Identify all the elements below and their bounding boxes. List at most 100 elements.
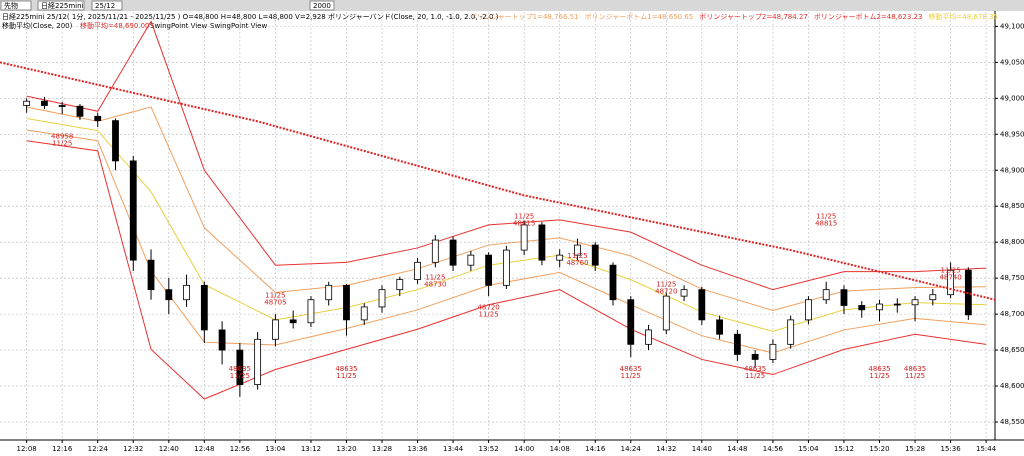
swing-date: 11/25: [745, 372, 765, 380]
market-label: 先物: [4, 1, 18, 10]
y-tick-label: 48,550: [1000, 418, 1024, 426]
y-tick-label: 48,750: [1000, 274, 1024, 282]
y-tick-label: 48,700: [1000, 310, 1024, 318]
swing-price: 48635: [620, 365, 642, 373]
candle-body: [360, 306, 368, 321]
candle-body: [751, 353, 759, 360]
candle-body: [502, 249, 510, 286]
swing-date: 11/25: [52, 140, 72, 148]
candle-body: [858, 305, 866, 311]
ma-value: 移動平均=48,690.00: [80, 21, 150, 30]
swing-price: 48740: [939, 273, 961, 281]
y-tick-label: 48,950: [1000, 130, 1024, 138]
candle-body: [876, 303, 883, 311]
candle-body: [41, 100, 48, 106]
candle-body: [236, 349, 244, 386]
x-tick-label: 12:40: [159, 445, 179, 453]
candle-body: [520, 224, 528, 251]
swing-date: 11/25: [656, 281, 676, 289]
candle-body: [147, 259, 155, 291]
swing-price: 48705: [264, 299, 286, 307]
y-tick-label: 49,100: [1000, 22, 1024, 30]
swing-price: 48815: [815, 219, 837, 227]
symbol-label: 日経225mini: [41, 1, 84, 10]
x-tick-label: 14:48: [727, 445, 747, 453]
candle-body: [289, 319, 297, 324]
x-tick-label: 14:24: [621, 445, 642, 453]
candle-body: [23, 100, 31, 106]
candle-body: [94, 115, 102, 122]
swing-date: 11/25: [869, 372, 889, 380]
x-tick-label: 14:16: [585, 445, 606, 453]
candle-body: [129, 160, 137, 261]
candle-body: [698, 289, 706, 321]
legend-entry: 移動平均=48,678.35: [928, 12, 998, 21]
bollinger-line: [26, 140, 987, 400]
swing-date: 11/25: [621, 372, 641, 380]
candle-body: [165, 289, 173, 301]
candle-body: [609, 264, 617, 301]
bollinger-line: [26, 106, 987, 312]
x-tick-label: 15:44: [976, 445, 997, 453]
x-tick-label: 13:44: [443, 445, 464, 453]
x-tick-label: 12:56: [230, 445, 251, 453]
swing-date: 11/25: [816, 212, 836, 220]
candle-body: [627, 299, 635, 345]
x-tick-label: 12:08: [17, 445, 37, 453]
candle-body: [662, 295, 670, 331]
swing-date: 11/25: [265, 292, 285, 300]
x-tick-label: 13:12: [301, 445, 321, 453]
market-select[interactable]: [0, 0, 32, 11]
swing-price: 48635: [868, 365, 890, 373]
x-tick-label: 13:04: [265, 445, 286, 453]
candle-body: [218, 329, 226, 351]
swing-price: 48815: [513, 219, 535, 227]
candle-body: [396, 279, 404, 291]
swing-date: 11/25: [940, 266, 960, 274]
candle-body: [787, 319, 795, 345]
x-tick-label: 13:52: [479, 445, 499, 453]
swing-date: 11/25: [336, 372, 356, 380]
candle-body: [733, 333, 741, 355]
legend-entry: ボリンジャーボトム1=48,650.65: [585, 13, 694, 21]
y-tick-label: 48,900: [1000, 166, 1024, 174]
candle-body: [378, 289, 386, 308]
candle-body: [680, 289, 688, 297]
x-tick-label: 13:36: [407, 445, 428, 453]
y-tick-label: 48,600: [1000, 382, 1024, 390]
candle-body: [431, 239, 439, 263]
y-tick-label: 48,850: [1000, 202, 1024, 210]
toolbar: [0, 0, 1024, 11]
x-tick-label: 12:32: [123, 445, 143, 453]
count-label: 2000: [313, 2, 331, 10]
candle-body: [947, 269, 954, 296]
swing-date: 11/25: [479, 311, 499, 319]
swing-date: 11/25: [905, 372, 925, 380]
x-tick-label: 15:36: [940, 445, 961, 453]
candle-body: [840, 289, 848, 306]
candle-body: [911, 299, 919, 306]
candle-body: [307, 299, 315, 324]
candle-body: [272, 319, 279, 340]
moving-average: [0, 61, 996, 301]
symbol-select[interactable]: [37, 0, 85, 11]
ma-legend: 移動平均(Close, 200): [2, 21, 73, 30]
swing-price: 48635: [335, 365, 357, 373]
swing-price: 48730: [424, 281, 446, 289]
contract-select[interactable]: [91, 0, 123, 11]
candle-body: [343, 284, 350, 321]
x-tick-label: 13:20: [336, 445, 356, 453]
x-tick-label: 12:16: [52, 445, 73, 453]
x-tick-label: 15:04: [798, 445, 819, 453]
candle-body: [254, 338, 262, 386]
candle-body: [805, 299, 812, 321]
candle-body: [449, 239, 457, 266]
swing-date: 11/25: [230, 372, 250, 380]
count-input[interactable]: [309, 0, 335, 11]
swing-legend: SwingPoint View: [150, 22, 207, 30]
x-tick-label: 14:56: [763, 445, 784, 453]
swing-price: 48720: [477, 304, 499, 312]
x-tick-label: 12:48: [194, 445, 214, 453]
x-tick-label: 15:28: [905, 445, 925, 453]
